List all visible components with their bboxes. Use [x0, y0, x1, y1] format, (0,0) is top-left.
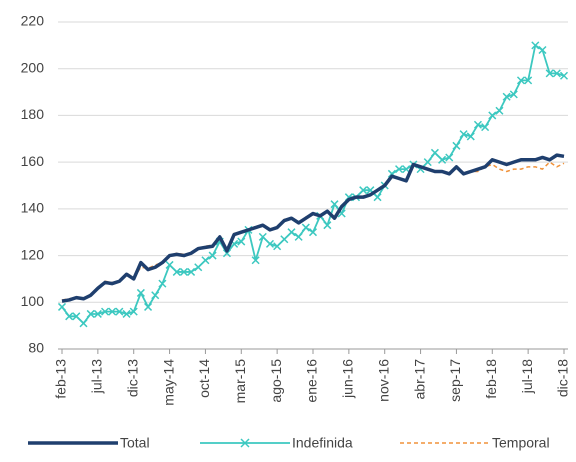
marker	[129, 307, 138, 316]
marker	[122, 309, 131, 318]
marker	[538, 45, 547, 55]
legend-label: Total	[120, 435, 150, 451]
marker	[359, 186, 368, 195]
marker	[545, 69, 554, 78]
marker	[237, 237, 246, 246]
marker	[136, 288, 145, 297]
marker	[57, 302, 67, 311]
marker	[552, 69, 561, 78]
marker	[100, 307, 110, 316]
marker	[423, 158, 432, 167]
marker	[516, 76, 526, 85]
marker	[165, 260, 174, 269]
marker	[488, 111, 497, 120]
y-tick-label: 220	[21, 13, 45, 29]
legend-label: Indefinida	[292, 435, 353, 451]
x-tick-label: jul-13	[89, 359, 105, 394]
marker	[194, 263, 203, 272]
y-tick-label: 100	[21, 293, 45, 309]
marker	[79, 319, 88, 328]
marker	[86, 309, 95, 318]
legend-label: Temporal	[492, 435, 550, 451]
x-tick-label: ago-15	[268, 359, 284, 403]
marker	[93, 309, 102, 318]
x-tick-label: feb-18	[483, 359, 499, 399]
marker	[430, 148, 439, 157]
marker	[452, 141, 461, 150]
marker	[502, 92, 511, 101]
marker	[445, 153, 454, 162]
marker	[395, 165, 404, 174]
marker	[280, 235, 289, 244]
marker	[524, 76, 533, 85]
marker	[273, 242, 282, 251]
y-tick-label: 140	[21, 200, 45, 216]
marker	[172, 267, 181, 276]
marker	[158, 279, 167, 288]
y-tick-label: 200	[21, 59, 45, 75]
marker	[308, 228, 318, 237]
marker	[373, 193, 382, 202]
x-tick-label: feb-13	[53, 359, 69, 399]
marker	[222, 249, 231, 258]
y-tick-label: 120	[21, 246, 45, 262]
marker	[495, 106, 504, 115]
marker	[144, 302, 153, 311]
y-tick-label: 180	[21, 106, 45, 122]
series-line	[61, 153, 565, 303]
marker	[251, 256, 260, 265]
series-line	[61, 44, 565, 325]
legend-marker	[240, 438, 250, 448]
marker	[559, 71, 569, 80]
x-tick-label: nov-16	[375, 359, 391, 402]
marker	[179, 267, 188, 276]
marker	[481, 123, 490, 132]
marker	[287, 228, 296, 237]
marker	[466, 132, 475, 141]
marker	[301, 223, 310, 232]
marker	[473, 120, 482, 129]
y-tick-label: 160	[21, 153, 45, 169]
marker	[459, 130, 468, 139]
marker	[108, 307, 117, 316]
y-tick-label: 80	[28, 340, 44, 356]
x-tick-label: jun-16	[340, 359, 356, 399]
x-tick-label: oct-14	[196, 359, 212, 398]
marker	[187, 267, 196, 276]
x-tick-label: jul-18	[519, 359, 535, 394]
marker	[72, 312, 81, 321]
marker	[201, 256, 210, 265]
marker	[323, 221, 332, 230]
marker	[265, 239, 275, 248]
x-tick-label: sep-17	[447, 359, 463, 402]
marker	[65, 312, 74, 321]
x-tick-label: ene-16	[304, 359, 320, 403]
x-tick-label: dic-18	[555, 359, 571, 397]
marker	[115, 307, 124, 316]
x-tick-label: dic-13	[124, 359, 140, 397]
x-tick-label: may-14	[160, 359, 176, 406]
x-tick-label: mar-15	[232, 359, 248, 404]
marker	[531, 41, 540, 50]
marker	[438, 155, 447, 164]
marker	[294, 232, 303, 241]
marker	[151, 291, 160, 300]
x-tick-label: abr-17	[411, 359, 427, 400]
marker	[258, 232, 267, 241]
marker	[509, 90, 518, 99]
marker	[208, 251, 217, 260]
marker	[330, 200, 339, 209]
